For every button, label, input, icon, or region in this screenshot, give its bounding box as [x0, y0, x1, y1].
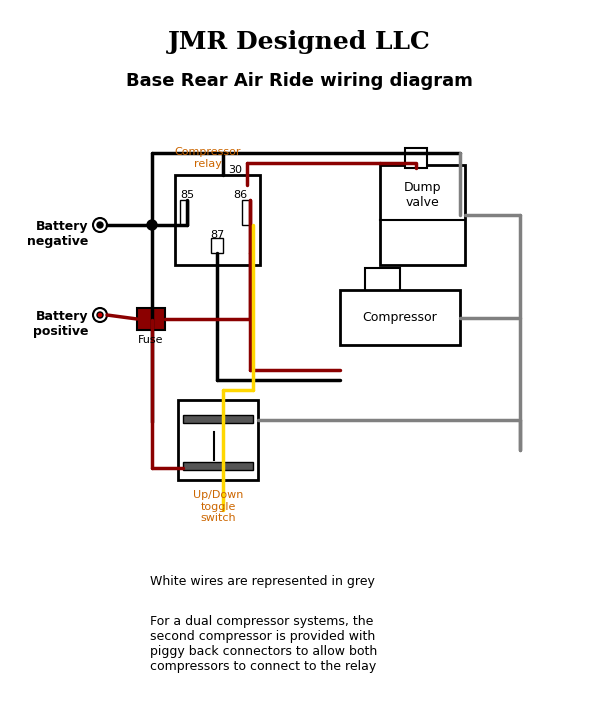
Text: For a dual compressor systems, the
second compressor is provided with
piggy back: For a dual compressor systems, the secon…: [150, 615, 377, 673]
Text: Fuse: Fuse: [138, 335, 164, 345]
Circle shape: [97, 312, 103, 318]
Circle shape: [93, 218, 107, 232]
Text: Battery
negative: Battery negative: [26, 220, 88, 248]
Bar: [183, 415, 253, 423]
Bar: [365, 268, 400, 293]
Bar: [211, 238, 223, 253]
Bar: [180, 200, 188, 225]
Bar: [242, 200, 250, 225]
Text: 87: 87: [210, 230, 224, 240]
Bar: [137, 308, 165, 330]
Text: 86: 86: [233, 190, 247, 200]
Text: Base Rear Air Ride wiring diagram: Base Rear Air Ride wiring diagram: [126, 72, 473, 90]
Bar: [175, 175, 260, 265]
Circle shape: [147, 220, 157, 230]
Bar: [405, 148, 427, 168]
Text: Compressor
relay: Compressor relay: [174, 147, 241, 168]
Circle shape: [97, 222, 103, 228]
Text: Up/Down
toggle
switch: Up/Down toggle switch: [193, 490, 243, 523]
Bar: [380, 165, 465, 265]
Text: JMR Designed LLC: JMR Designed LLC: [168, 30, 431, 54]
Text: 30: 30: [228, 165, 243, 175]
Bar: [340, 290, 460, 345]
Text: Battery
positive: Battery positive: [32, 310, 88, 338]
Text: Dump
valve: Dump valve: [404, 181, 441, 209]
Bar: [183, 462, 253, 470]
Circle shape: [93, 308, 107, 322]
Text: White wires are represented in grey: White wires are represented in grey: [150, 575, 375, 588]
Bar: [178, 400, 258, 480]
Text: Compressor: Compressor: [362, 311, 437, 324]
Text: 85: 85: [180, 190, 194, 200]
